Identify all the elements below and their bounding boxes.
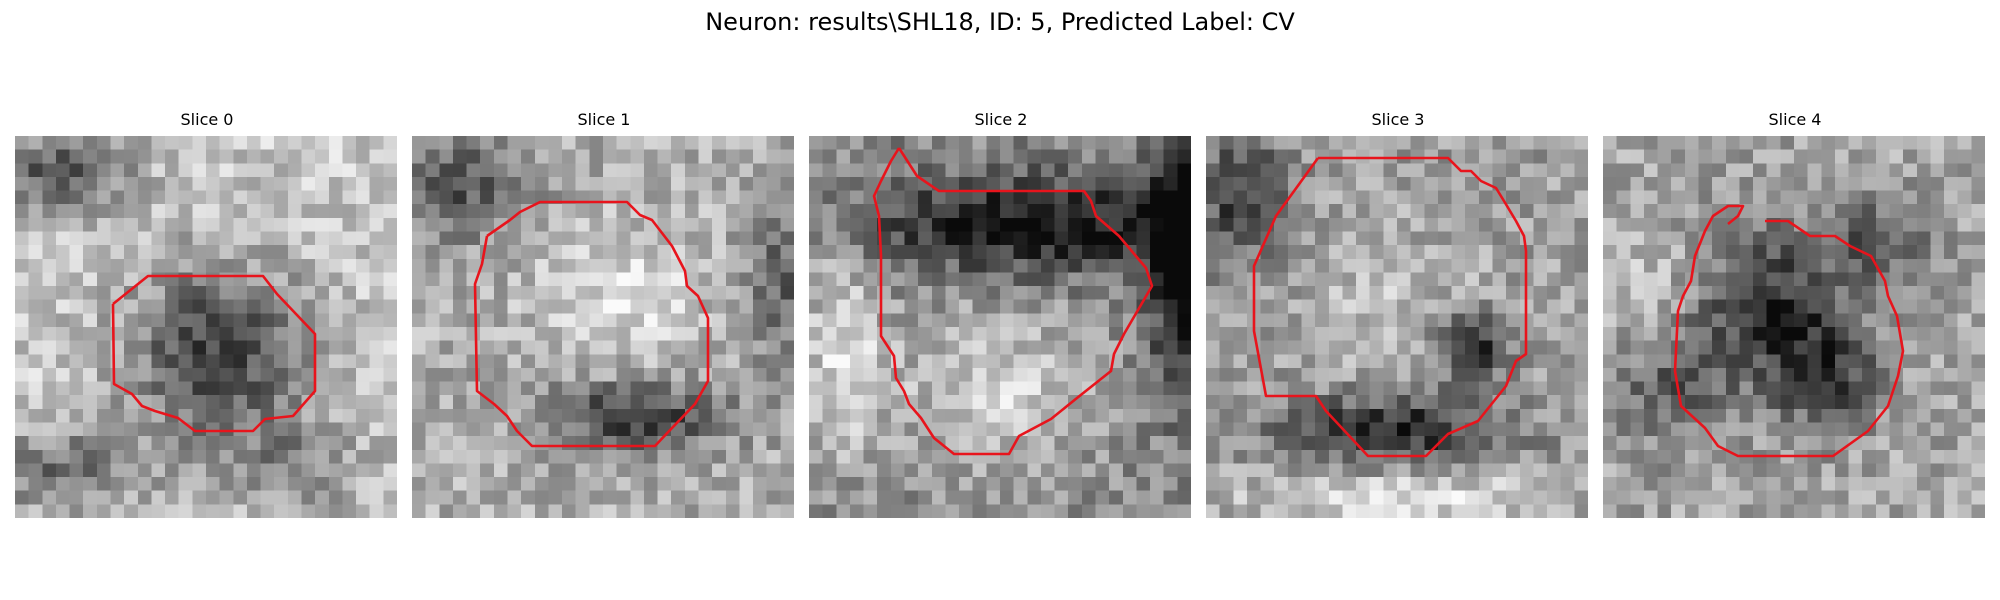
slice-image [1206, 136, 1588, 518]
slice-panel-4: Slice 4 [1603, 110, 1987, 518]
neuron-contour [1673, 204, 1905, 458]
slice-image [1603, 136, 1985, 518]
figure-title: Neuron: results\SHL18, ID: 5, Predicted … [705, 8, 1295, 36]
neuron-contour [1252, 156, 1528, 458]
slice-panel-0: Slice 0 [15, 110, 399, 518]
slice-title: Slice 0 [180, 110, 234, 129]
slice-panel-3: Slice 3 [1206, 110, 1590, 518]
slice-panel-1: Slice 1 [412, 110, 796, 518]
slice-title: Slice 4 [1768, 110, 1822, 129]
neuron-contour [872, 147, 1154, 456]
slice-image [15, 136, 397, 518]
slice-title: Slice 1 [577, 110, 631, 129]
neuron-contour [473, 200, 710, 448]
neuron-contour [111, 274, 317, 433]
slice-panel-2: Slice 2 [809, 110, 1193, 518]
slice-title: Slice 2 [974, 110, 1028, 129]
slice-title: Slice 3 [1371, 110, 1425, 129]
